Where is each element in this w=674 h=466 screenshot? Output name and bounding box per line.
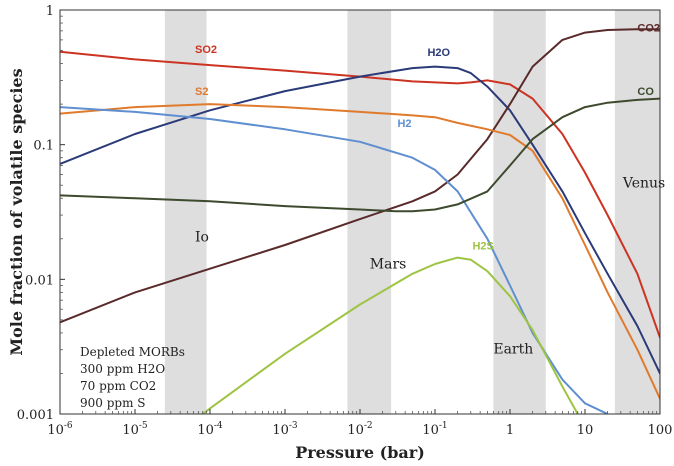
axis-ticks: 10-6 10-5 10-4 10-3 10-2 10-1 1 10 1000.0010.010… [17,4,673,438]
annotation-line: 300 ppm H2O [80,362,165,376]
x-tick-base: 10 [347,423,364,438]
x-tick-label: 10 [577,423,594,438]
series-label-co2: CO2 [637,23,660,35]
y-tick-label: 1 [46,4,54,19]
series-line-h2o [60,65,660,375]
y-axis-label: Mole fraction of volatile species [7,68,26,355]
y-tick-label: 0.1 [33,139,54,154]
x-tick-label: 100 [648,423,673,438]
region-label-mars: Mars [370,257,407,273]
region-band-io [164,10,207,414]
x-tick-base: 10 [422,423,439,438]
x-axis-label: Pressure (bar) [295,443,425,462]
series-label-h2o: H2O [427,47,450,59]
x-tick-exponent: -3 [289,421,298,431]
x-tick-base: 1 [506,423,514,438]
x-tick-exponent: -4 [214,421,223,431]
x-tick-base: 10 [577,423,594,438]
x-tick-base: 10 [122,423,139,438]
series-line-s2 [60,103,660,400]
x-tick-exponent: -5 [139,421,148,431]
x-tick-exponent: -6 [64,421,73,431]
region-band-venus [614,10,660,414]
series-label-h2: H2 [397,118,411,130]
series-line-so2 [60,50,660,339]
series-label-co: CO [637,86,654,98]
series-line-co [60,97,660,213]
series-line-co2 [60,28,660,324]
x-tick-base: 100 [648,423,673,438]
x-tick-label: 10-2 [347,421,372,438]
x-tick-exponent: -1 [439,421,448,431]
series-line-h2s [201,256,579,414]
series-labels: SO2 H2O CO2 S2 H2 CO H2S [195,23,660,253]
x-tick-base: 10 [47,423,64,438]
y-tick-label: 0.001 [17,408,54,423]
series-lines [60,28,660,414]
x-tick-base: 10 [197,423,214,438]
x-tick-label: 10-6 [47,421,73,438]
annotation-line: Depleted MORBs [80,345,185,359]
series-label-s2: S2 [195,86,208,98]
x-tick-label: 10-1 [422,421,447,438]
annotation-line: 900 ppm S [80,396,146,410]
region-label-venus: Venus [622,176,665,192]
series-label-h2s: H2S [472,241,493,253]
annotation-line: 70 ppm CO2 [80,379,156,393]
x-tick-exponent: -2 [364,421,373,431]
x-tick-base: 10 [272,423,289,438]
series-label-so2: SO2 [195,44,217,56]
x-tick-label: 10-4 [197,421,223,438]
y-tick-label: 0.01 [25,273,54,288]
x-tick-label: 10-3 [272,421,298,438]
series-line-h2 [60,106,609,414]
region-band-earth [493,10,546,414]
region-labels: Io Mars Earth Venus [195,176,665,358]
x-tick-label: 1 [506,423,514,438]
region-label-io: Io [195,229,209,245]
region-label-earth: Earth [493,341,533,357]
composition-annotation: Depleted MORBs 300 ppm H2O 70 ppm CO2 900 p… [80,345,185,410]
region-band-mars [347,10,392,414]
x-tick-label: 10-5 [122,421,148,438]
